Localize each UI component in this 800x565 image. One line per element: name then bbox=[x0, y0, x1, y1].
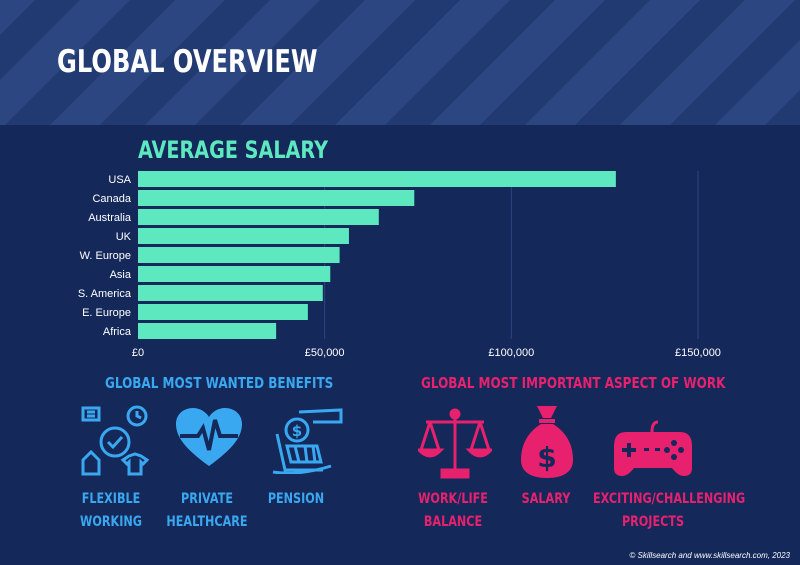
header-stripe bbox=[430, 0, 605, 125]
benefit-label-line1: FLEXIBLE bbox=[81, 491, 141, 507]
aspect-label-line1: EXCITING/CHALLENGING bbox=[593, 491, 746, 507]
category-label: Asia bbox=[110, 269, 132, 281]
category-label: Australia bbox=[88, 212, 132, 224]
heart-pulse-icon bbox=[176, 408, 242, 466]
header-stripe bbox=[145, 0, 320, 125]
benefit-label-line2: WORKING bbox=[80, 514, 142, 530]
bar-e-europe bbox=[138, 304, 308, 320]
header-stripe bbox=[0, 0, 35, 35]
bar-s-america bbox=[138, 285, 323, 301]
bar-africa bbox=[138, 323, 277, 339]
bar-w-europe bbox=[138, 247, 340, 263]
header-stripe bbox=[525, 0, 700, 125]
header-stripe bbox=[0, 0, 130, 125]
header-stripe bbox=[240, 0, 415, 125]
benefit-label-line2: HEALTHCARE bbox=[166, 514, 248, 530]
header-banner: GLOBAL OVERVIEW bbox=[0, 0, 800, 125]
money-bag-icon: $ bbox=[521, 406, 573, 478]
category-label: UK bbox=[116, 231, 132, 243]
scales-icon bbox=[418, 408, 492, 479]
category-label: E. Europe bbox=[82, 307, 131, 319]
x-tick-label: £0 bbox=[132, 347, 144, 359]
header-stripe bbox=[715, 40, 800, 125]
aspect-label-line1: WORK/LIFE bbox=[418, 491, 488, 507]
x-tick-label: £50,000 bbox=[305, 347, 345, 359]
aspect-label-line2: PROJECTS bbox=[621, 514, 685, 530]
header-stripe bbox=[620, 0, 795, 125]
game-controller-icon bbox=[614, 420, 692, 476]
flexible-working-icon bbox=[81, 405, 150, 476]
salary-chart: AVERAGE SALARY USA Canada Australia UK W. Eu… bbox=[78, 137, 721, 359]
svg-text:$: $ bbox=[292, 422, 302, 440]
category-label: Canada bbox=[92, 193, 131, 205]
x-tick-label: £150,000 bbox=[675, 347, 721, 359]
category-label: S. America bbox=[78, 288, 132, 300]
copyright-footer: © Skillsearch and www.skillsearch.com, 2… bbox=[629, 551, 790, 560]
benefit-label-line1: PENSION bbox=[267, 491, 325, 507]
benefits-title: GLOBAL MOST WANTED BENEFITS bbox=[105, 374, 334, 392]
bar-uk bbox=[138, 228, 349, 244]
chart-title: AVERAGE SALARY bbox=[138, 137, 328, 165]
page-title: GLOBAL OVERVIEW bbox=[57, 44, 318, 80]
category-label: Africa bbox=[103, 326, 132, 338]
x-tick-label: £100,000 bbox=[488, 347, 534, 359]
aspect-label-line1: SALARY bbox=[521, 491, 571, 507]
benefit-label-line1: PRIVATE bbox=[181, 491, 233, 507]
category-label: USA bbox=[108, 174, 131, 186]
aspect-label-line2: BALANCE bbox=[423, 514, 483, 530]
aspects-title: GLOBAL MOST IMPORTANT ASPECT OF WORK bbox=[421, 374, 726, 392]
svg-text:$: $ bbox=[537, 441, 556, 474]
header-stripe bbox=[335, 0, 510, 125]
category-label: W. Europe bbox=[80, 250, 131, 262]
bar-usa bbox=[138, 171, 616, 187]
diagonal-stripes bbox=[0, 0, 800, 125]
header-stripe bbox=[50, 0, 225, 125]
bar-australia bbox=[138, 209, 379, 225]
pension-icon: $ bbox=[272, 408, 343, 474]
bar-asia bbox=[138, 266, 331, 282]
bar-canada bbox=[138, 190, 415, 206]
